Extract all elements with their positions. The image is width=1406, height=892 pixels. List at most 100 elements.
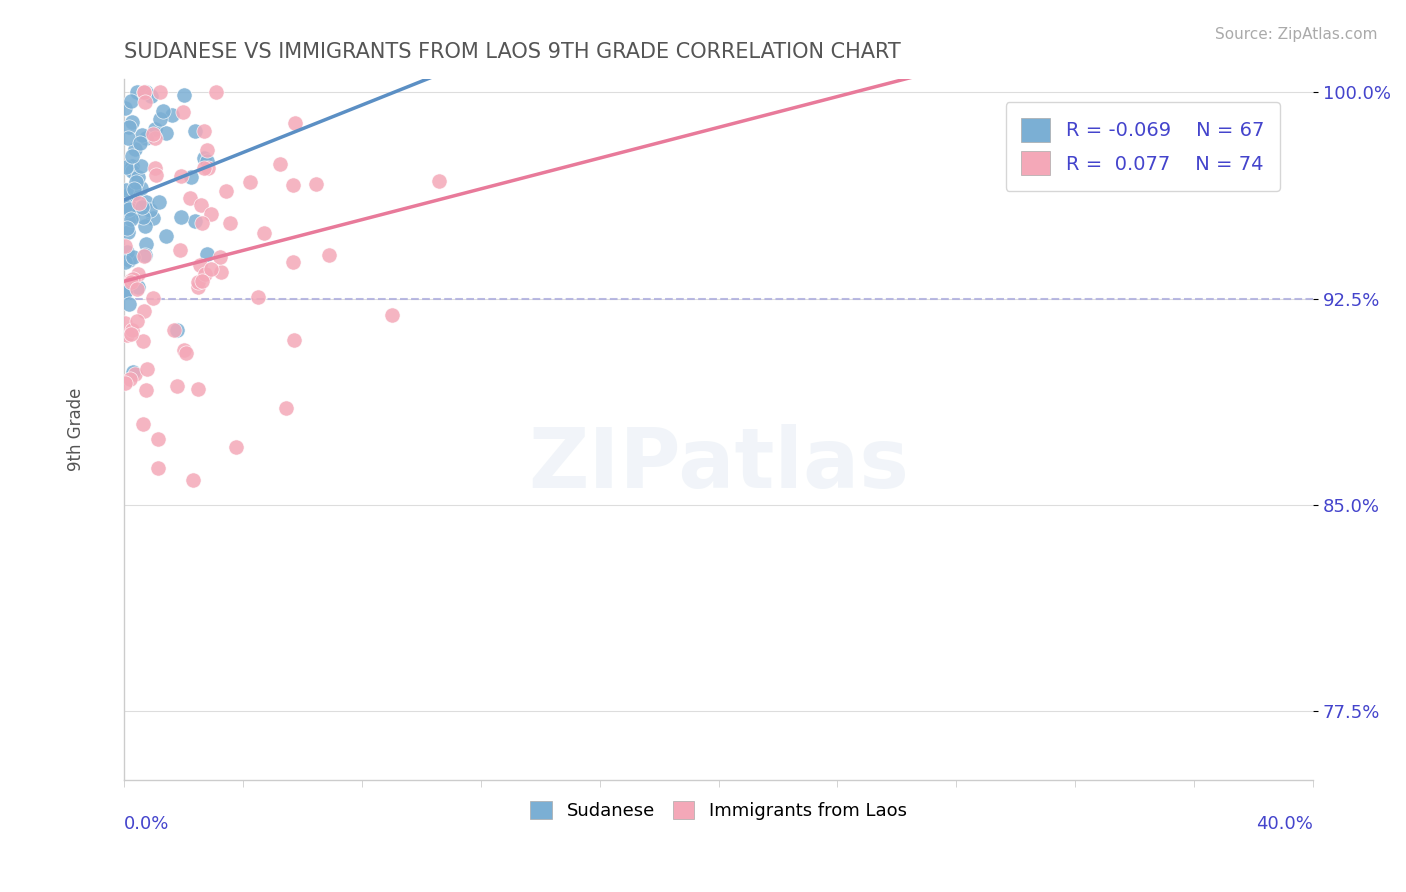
Text: Source: ZipAtlas.com: Source: ZipAtlas.com [1215,27,1378,42]
Point [121,365,143,379]
Point [134,303,156,318]
Point [114,199,136,213]
Point [132,86,155,100]
Legend: Sudanese, Immigrants from Laos: Sudanese, Immigrants from Laos [523,793,914,827]
Point [120,211,142,226]
Point [124,186,146,201]
Point [132,334,155,348]
Point [179,191,201,205]
Point [128,196,150,211]
Point [166,378,188,392]
Point [121,164,143,178]
Point [281,254,304,268]
Point [149,112,172,126]
Point [197,161,219,175]
Point [127,86,149,100]
Point [253,226,276,240]
Point [209,250,232,264]
Point [118,202,141,216]
Point [117,225,139,239]
Point [146,432,169,446]
Point [170,210,193,224]
Point [120,372,142,386]
Text: 9th Grade: 9th Grade [67,388,86,471]
Point [114,255,136,269]
Point [427,174,450,188]
Point [143,130,166,145]
Point [120,326,142,341]
Point [184,124,207,138]
Point [131,200,153,214]
Text: 40.0%: 40.0% [1257,815,1313,833]
Point [166,323,188,337]
Point [118,120,141,134]
Point [284,116,307,130]
Point [114,376,136,391]
Point [127,280,149,294]
Point [163,323,186,337]
Point [117,245,139,260]
Point [138,202,160,217]
Point [173,87,195,102]
Point [305,178,328,192]
Point [215,184,238,198]
Point [142,127,165,141]
Point [127,268,149,282]
Point [125,314,148,328]
Point [152,103,174,118]
Point [142,211,165,226]
Point [143,161,166,175]
Point [173,343,195,357]
Point [120,273,142,287]
Point [115,327,138,342]
Point [117,130,139,145]
Point [117,253,139,268]
Point [114,285,136,300]
Point [120,275,142,289]
Point [121,272,143,286]
Point [124,175,146,189]
Point [115,183,138,197]
Point [155,126,177,140]
Point [125,282,148,296]
Point [160,108,183,122]
Point [120,95,142,109]
Point [188,258,211,272]
Point [281,178,304,192]
Point [155,229,177,244]
Point [269,157,291,171]
Point [191,274,214,288]
Point [117,196,139,211]
Point [172,104,194,119]
Point [121,159,143,173]
Point [114,238,136,252]
Point [121,323,143,337]
Point [169,243,191,257]
Point [193,124,215,138]
Point [129,181,152,195]
Point [134,249,156,263]
Point [118,161,141,176]
Point [131,128,153,142]
Point [135,362,157,376]
Point [129,136,152,150]
Point [190,198,212,212]
Point [121,115,143,129]
Point [191,216,214,230]
Point [124,367,146,381]
Point [193,151,215,165]
Point [131,210,153,224]
Point [187,382,209,396]
Text: SUDANESE VS IMMIGRANTS FROM LAOS 9TH GRADE CORRELATION CHART: SUDANESE VS IMMIGRANTS FROM LAOS 9TH GRA… [124,42,901,62]
Point [114,285,136,299]
Point [174,345,197,359]
Point [149,86,172,100]
Point [135,383,157,397]
Point [274,401,297,415]
Point [114,101,136,115]
Point [209,265,232,279]
Point [135,194,157,209]
Point [114,316,136,330]
Point [194,267,217,281]
Point [132,86,155,100]
